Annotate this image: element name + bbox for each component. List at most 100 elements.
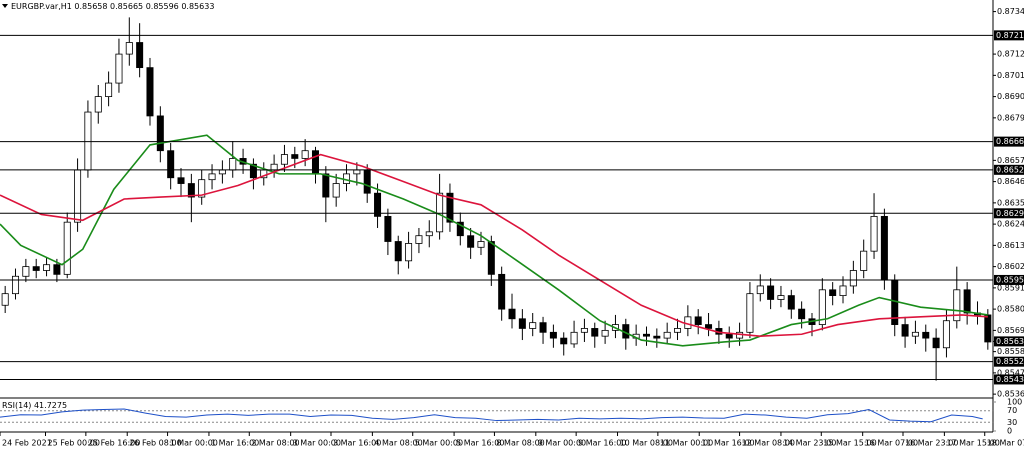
candle-body [53, 264, 61, 275]
candle-body [384, 215, 392, 242]
candle-body [270, 163, 278, 171]
x-tick-label: 16 Mar 23:00 [905, 439, 958, 448]
level-label: 0.85951 [996, 275, 1024, 284]
rsi-tick-label: 100 [1007, 398, 1022, 407]
candle-body [725, 333, 733, 339]
candle-body [229, 158, 237, 171]
candle-body [901, 324, 909, 337]
candle-body [911, 331, 919, 337]
x-tick-label: 4 Mar 08:00 [374, 439, 422, 448]
candle-body [653, 335, 661, 339]
candle-body [580, 328, 588, 333]
candle-body [860, 250, 868, 271]
level-label-bg [994, 374, 1024, 385]
candle-body [146, 67, 154, 117]
rsi-tick-label: 0 [1007, 427, 1012, 436]
candle-body [570, 331, 578, 345]
x-tick-label: 25 Feb 00:00 [48, 439, 100, 448]
x-tick-label: 9 Mar 16:00 [578, 439, 626, 448]
candle-body [63, 221, 71, 275]
candle-body [280, 154, 288, 165]
candle-body [394, 241, 402, 262]
candle-body [560, 337, 568, 345]
x-tick-label: 17 Mar 15:00 [946, 439, 999, 448]
candle-body [880, 215, 888, 281]
candle-body [508, 308, 516, 320]
candle-body [798, 308, 806, 320]
level-label-bg [994, 164, 1024, 175]
candle-body [405, 243, 413, 262]
candle-body [363, 169, 371, 194]
candle-body [932, 337, 940, 349]
candle-body [115, 53, 123, 84]
candle-body [746, 293, 754, 333]
rsi-tick-label: 30 [1007, 418, 1017, 427]
level-label: 0.85436 [996, 375, 1024, 384]
x-tick-label: 9 Mar 00:00 [538, 439, 586, 448]
current-price-bg [994, 336, 1024, 347]
candle-body [94, 96, 102, 113]
candle-body [777, 295, 785, 300]
candle-body [756, 285, 764, 295]
level-label: 0.86521 [996, 165, 1024, 174]
menu-arrow[interactable] [2, 4, 8, 8]
level-label-bg [994, 274, 1024, 285]
x-tick-label: 11 Mar 00:00 [660, 439, 713, 448]
level-label-bg [994, 208, 1024, 219]
open: 0.85658 [74, 2, 107, 11]
rsi-tick-label: 70 [1007, 406, 1017, 415]
candle-body [1, 293, 9, 306]
candle-body [84, 111, 92, 171]
candle-body [291, 154, 299, 159]
x-tick-label: 15 Mar 15:00 [823, 439, 876, 448]
moving-average [0, 153, 988, 337]
candle-body [74, 169, 82, 223]
candle-body [446, 192, 454, 223]
rsi-line [0, 408, 983, 423]
candle-body [12, 275, 20, 295]
candle-body [374, 192, 382, 217]
rsi-value: 41.7275 [34, 401, 67, 410]
candle-body [963, 289, 971, 314]
candle-body [415, 235, 423, 244]
candle-body [467, 235, 475, 248]
level-label-bg [994, 136, 1024, 147]
moving-average [0, 134, 988, 347]
x-tick-label: 8 Mar 08:00 [496, 439, 544, 448]
candle-body [156, 115, 164, 152]
candle-body [311, 150, 319, 175]
candle-body [105, 82, 113, 98]
x-tick-label: 5 Mar 16:00 [456, 439, 504, 448]
low: 0.85596 [146, 2, 179, 11]
candle-body [187, 183, 195, 198]
candle-body [198, 179, 206, 198]
x-tick-label: 24 Feb 2021 [2, 439, 52, 448]
candle-body [870, 215, 878, 252]
candle-body [177, 177, 185, 184]
candle-body [498, 273, 506, 310]
candle-body [249, 163, 257, 179]
x-tick-label: 3 Mar 16:00 [333, 439, 381, 448]
candle-body [136, 42, 144, 69]
close: 0.85633 [181, 2, 214, 11]
candle-body [818, 289, 826, 325]
candle-body [942, 320, 950, 349]
candle-body [539, 322, 547, 333]
candle-body [849, 270, 857, 287]
candle-body [663, 331, 671, 339]
chart-header: EURGBP.var,H1 0.85658 0.85665 0.85596 0.… [11, 2, 214, 11]
candle-body [529, 322, 537, 329]
candle-body [425, 231, 433, 237]
level-label: 0.86667 [996, 137, 1024, 146]
candle-body [839, 285, 847, 297]
candle-body [829, 289, 837, 297]
candle-body [32, 266, 40, 271]
level-label: 0.86296 [996, 209, 1024, 218]
